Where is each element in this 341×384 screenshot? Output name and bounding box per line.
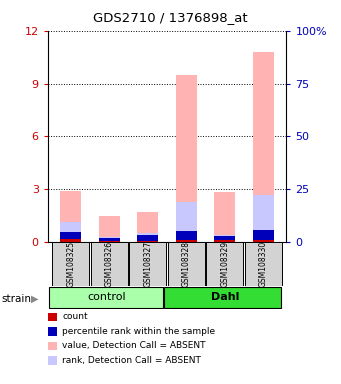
Text: Dahl: Dahl: [211, 292, 239, 302]
Bar: [60, 232, 81, 239]
Bar: [99, 238, 120, 241]
Bar: [99, 237, 120, 242]
Bar: [129, 242, 166, 286]
Bar: [214, 192, 235, 242]
Bar: [176, 75, 197, 242]
Text: GDS2710 / 1376898_at: GDS2710 / 1376898_at: [93, 11, 248, 24]
Text: GSM108329: GSM108329: [220, 241, 229, 287]
Text: value, Detection Call = ABSENT: value, Detection Call = ABSENT: [62, 341, 206, 351]
Text: GSM108328: GSM108328: [182, 241, 191, 287]
Bar: [49, 287, 163, 308]
Bar: [137, 241, 159, 242]
Bar: [137, 235, 159, 241]
Bar: [60, 191, 81, 242]
Text: GSM108327: GSM108327: [143, 241, 152, 287]
Text: control: control: [88, 292, 126, 302]
Text: percentile rank within the sample: percentile rank within the sample: [62, 327, 216, 336]
Bar: [53, 242, 89, 286]
Bar: [176, 240, 197, 242]
Bar: [137, 212, 159, 242]
Bar: [60, 222, 81, 242]
Bar: [164, 287, 281, 308]
Bar: [253, 52, 274, 242]
Text: strain: strain: [2, 294, 32, 304]
Bar: [253, 195, 274, 242]
Bar: [168, 242, 205, 286]
Bar: [206, 242, 243, 286]
Text: rank, Detection Call = ABSENT: rank, Detection Call = ABSENT: [62, 356, 201, 365]
Bar: [214, 236, 235, 240]
Bar: [214, 240, 235, 242]
Bar: [245, 242, 282, 286]
Bar: [91, 242, 128, 286]
Bar: [214, 235, 235, 242]
Bar: [99, 241, 120, 242]
Text: GSM108325: GSM108325: [66, 241, 75, 287]
Text: GSM108330: GSM108330: [259, 241, 268, 287]
Bar: [176, 231, 197, 240]
Bar: [137, 233, 159, 242]
Bar: [176, 202, 197, 242]
Bar: [99, 215, 120, 242]
Text: count: count: [62, 312, 88, 321]
Bar: [253, 230, 274, 240]
Text: ▶: ▶: [31, 294, 39, 304]
Text: GSM108326: GSM108326: [105, 241, 114, 287]
Bar: [253, 240, 274, 242]
Bar: [60, 239, 81, 242]
